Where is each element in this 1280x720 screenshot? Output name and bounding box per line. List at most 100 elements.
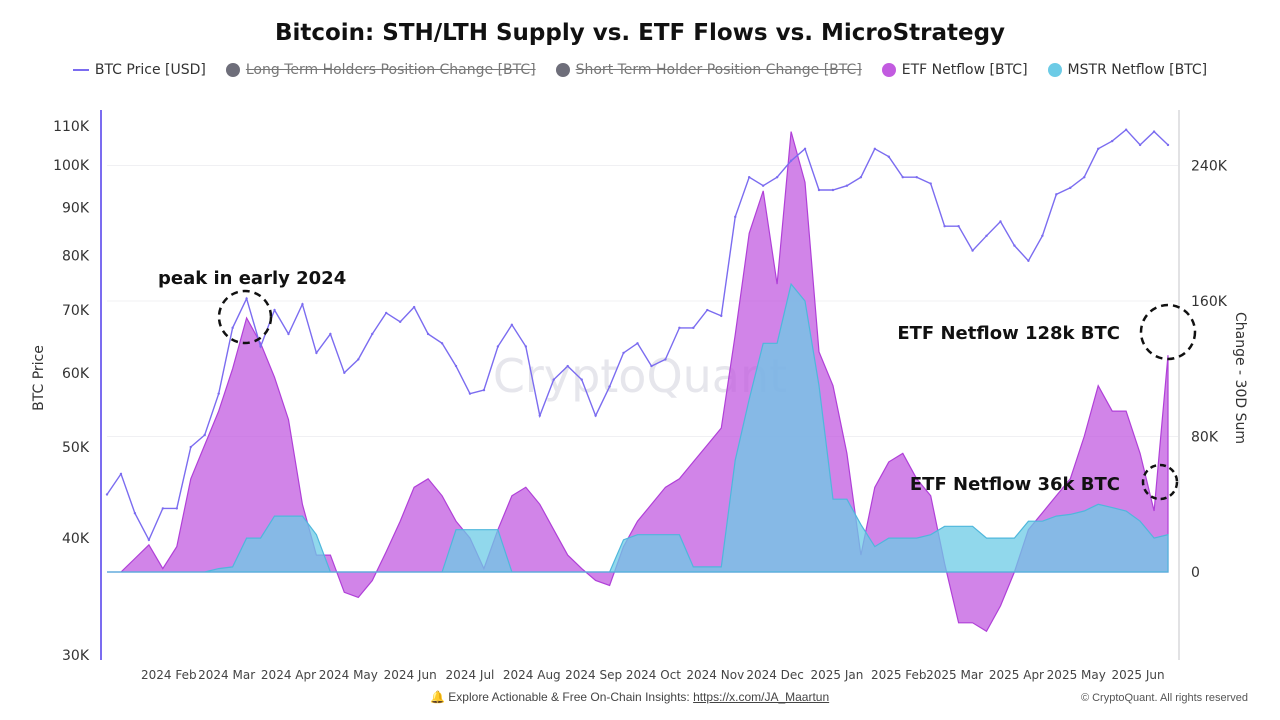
btc-price-point xyxy=(343,371,346,374)
right-axis-tick-label: 80K xyxy=(1191,430,1219,446)
legend-item-lth-position-change[interactable]: Long Term Holders Position Change [BTC] xyxy=(225,62,536,78)
btc-price-point xyxy=(664,358,667,361)
left-axis-tick-label: 50K xyxy=(62,440,90,456)
btc-price-point xyxy=(1013,244,1016,247)
btc-price-point xyxy=(622,351,625,355)
annotation-circle-128k xyxy=(1139,303,1197,361)
btc-price-point xyxy=(1027,259,1030,262)
btc-price-point xyxy=(357,358,360,361)
right-axis-tick-label: 160K xyxy=(1191,294,1228,310)
x-axis-tick-label: 2024 Apr xyxy=(261,668,316,682)
x-axis-tick-label: 2025 Feb xyxy=(871,668,927,682)
btc-price-point xyxy=(301,303,304,306)
legend-item-mstr-netflow[interactable]: MSTR Netflow [BTC] xyxy=(1047,62,1208,78)
btc-price-point xyxy=(999,220,1002,223)
btc-price-point xyxy=(510,323,514,327)
btc-price-point xyxy=(1138,143,1142,147)
x-axis-tick-label: 2025 Jun xyxy=(1112,668,1165,682)
legend-label: MSTR Netflow [BTC] xyxy=(1067,62,1208,78)
left-axis-title: BTC Price xyxy=(31,345,47,411)
x-axis-tick-label: 2025 Jan xyxy=(811,668,864,682)
legend-label: Long Term Holders Position Change [BTC] xyxy=(245,62,536,78)
x-axis-tick-label: 2024 Dec xyxy=(746,668,804,682)
legend-item-etf-netflow[interactable]: ETF Netflow [BTC] xyxy=(881,62,1028,78)
btc-price-point xyxy=(133,511,137,515)
btc-price-point xyxy=(817,188,821,192)
btc-price-point xyxy=(1069,186,1072,190)
legend-label: BTC Price [USD] xyxy=(94,62,206,78)
btc-price-point xyxy=(943,225,946,228)
btc-price-point xyxy=(887,155,890,158)
x-axis-tick-label: 2024 Mar xyxy=(198,668,255,682)
left-axis-tick-label: 60K xyxy=(62,366,90,382)
btc-price-point xyxy=(287,332,290,336)
btc-price-point xyxy=(1055,193,1058,196)
btc-price-point xyxy=(636,342,639,345)
left-axis-tick-label: 70K xyxy=(62,303,90,319)
btc-price-point xyxy=(245,297,248,300)
btc-price-point xyxy=(566,364,569,368)
btc-price-point xyxy=(552,378,555,381)
left-axis-tick-label: 100K xyxy=(53,158,90,174)
x-axis-tick-label: 2025 Mar xyxy=(926,668,983,682)
btc-price-point xyxy=(217,392,220,395)
footer-text: Explore Actionable & Free On-Chain Insig… xyxy=(448,690,694,704)
btc-price-point xyxy=(454,364,458,368)
btc-price-point xyxy=(929,182,932,185)
legend-label: Short Term Holder Position Change [BTC] xyxy=(575,62,862,78)
x-axis-tick-label: 2024 Sep xyxy=(565,668,622,682)
btc-price-point xyxy=(985,234,988,237)
btc-price-point xyxy=(1083,176,1086,179)
btc-price-point xyxy=(650,364,653,368)
dot-marker-icon xyxy=(555,63,570,77)
dot-marker-icon xyxy=(881,63,896,77)
x-axis-tick-label: 2025 Apr xyxy=(989,668,1044,682)
btc-price-point xyxy=(1166,143,1170,147)
left-axis-tick-label: 90K xyxy=(62,201,90,217)
right-axis-tick-label: 240K xyxy=(1191,159,1228,175)
right-axis-title: Change - 30D Sum xyxy=(1232,312,1248,444)
btc-price-point xyxy=(329,332,332,336)
btc-price-point xyxy=(734,215,737,219)
annotation-etf-36k: ETF Netflow 36k BTC xyxy=(910,474,1120,495)
btc-price-point xyxy=(538,414,541,417)
btc-price-point xyxy=(761,184,765,187)
btc-price-point xyxy=(119,472,123,476)
btc-price-point xyxy=(678,326,681,330)
btc-price-point xyxy=(315,351,318,355)
btc-price-point xyxy=(957,225,960,228)
btc-price-point xyxy=(873,147,877,151)
dot-marker-icon xyxy=(1047,63,1062,77)
dot-marker-icon xyxy=(225,63,240,77)
btc-price-point xyxy=(1124,128,1128,131)
btc-price-point xyxy=(720,314,723,318)
btc-price-point xyxy=(831,188,835,192)
x-axis-tick-label: 2024 Jun xyxy=(384,668,437,682)
btc-price-point xyxy=(175,507,179,510)
x-axis-tick-label: 2024 Feb xyxy=(141,668,197,682)
btc-price-point xyxy=(1110,139,1114,143)
x-axis-tick-label: 2024 Aug xyxy=(503,668,561,682)
btc-price-point xyxy=(859,176,863,179)
bell-icon: 🔔 xyxy=(430,690,445,704)
btc-price-point xyxy=(580,378,583,381)
legend: BTC Price [USD] Long Term Holders Positi… xyxy=(0,62,1280,78)
btc-price-point xyxy=(692,326,695,330)
right-axis-tick-label: 0 xyxy=(1191,565,1200,581)
footer-link[interactable]: https://x.com/JA_Maartun xyxy=(693,690,830,704)
btc-price-point xyxy=(1152,130,1156,133)
legend-item-sth-position-change[interactable]: Short Term Holder Position Change [BTC] xyxy=(555,62,862,78)
btc-price-point xyxy=(189,445,192,449)
legend-item-btc-price[interactable]: BTC Price [USD] xyxy=(72,62,206,78)
chart-title: Bitcoin: STH/LTH Supply vs. ETF Flows vs… xyxy=(274,20,1006,46)
btc-price-point xyxy=(398,320,402,324)
left-axis-tick-label: 80K xyxy=(62,249,90,265)
x-axis-tick-label: 2025 May xyxy=(1047,668,1106,682)
btc-price-point xyxy=(412,305,416,309)
btc-price-point xyxy=(371,332,374,336)
left-axis-tick-label: 110K xyxy=(53,119,90,135)
btc-price-point xyxy=(105,493,109,496)
btc-price-point xyxy=(803,147,807,151)
btc-price-point xyxy=(747,176,751,179)
btc-price-point xyxy=(273,308,276,312)
